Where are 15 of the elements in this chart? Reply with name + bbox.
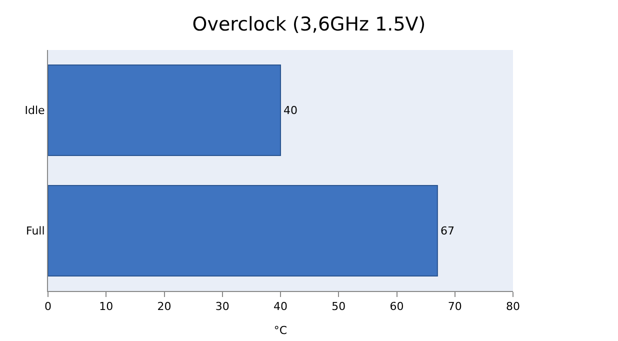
x-tick-label: 60 <box>390 300 404 314</box>
y-tick-label: Full <box>26 224 45 238</box>
x-tick-label: 70 <box>448 300 462 314</box>
x-axis-title: °C <box>274 324 288 337</box>
x-tick-label: 40 <box>274 300 288 314</box>
x-tick-label: 20 <box>157 300 172 314</box>
x-tick-label: 50 <box>332 300 346 314</box>
x-tick-label: 10 <box>99 300 114 314</box>
x-tick-label: 30 <box>215 300 230 314</box>
chart-title: Overclock (3,6GHz 1.5V) <box>192 13 426 36</box>
data-label: 67 <box>440 224 454 238</box>
y-tick-label: Idle <box>24 104 46 118</box>
x-tick-label: 80 <box>506 300 520 314</box>
x-tick-label: 0 <box>44 300 52 314</box>
data-label: 40 <box>284 104 298 117</box>
